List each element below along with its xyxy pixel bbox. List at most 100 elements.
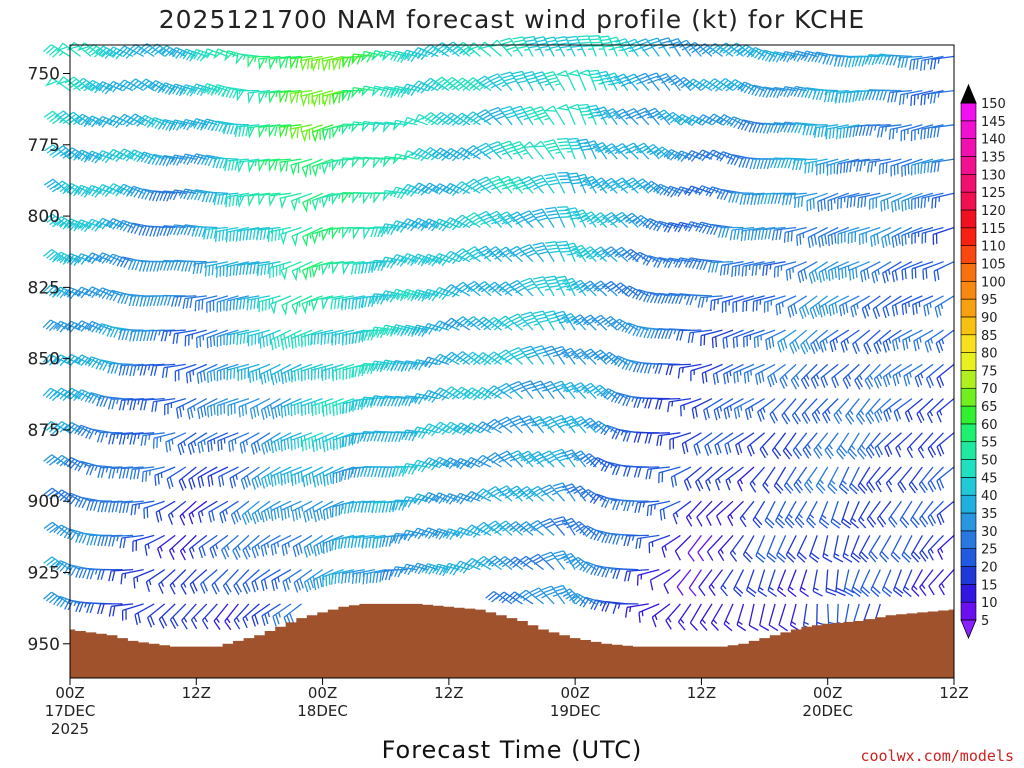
wind-barb [290, 192, 313, 212]
wind-barb [842, 535, 853, 563]
wind-barb [85, 428, 113, 440]
x-tick-label: 12Z [434, 684, 463, 702]
wind-barb [566, 69, 587, 91]
wind-barb [245, 226, 271, 241]
wind-barb [913, 329, 934, 352]
wind-barb [84, 286, 113, 299]
wind-barb [500, 71, 524, 91]
wind-barb [725, 466, 744, 491]
wind-barb [917, 432, 934, 459]
wind-barb [216, 261, 239, 278]
wind-barb [411, 289, 439, 302]
wind-barb [143, 500, 165, 519]
wind-barb [633, 466, 660, 478]
wind-barb [833, 535, 844, 563]
wind-barb [129, 432, 155, 445]
wind-barb [168, 534, 187, 560]
wind-barb [931, 192, 955, 209]
wind-barb [86, 499, 113, 511]
wind-barb [710, 603, 724, 631]
wind-barb [756, 398, 776, 422]
wind-barb [696, 500, 713, 527]
colorbar-tick-label: 85 [981, 329, 998, 344]
wind-barb [936, 432, 955, 457]
wind-barb [487, 210, 513, 228]
wind-barb [851, 569, 862, 598]
wind-barb [901, 535, 913, 563]
wind-barb [570, 520, 597, 536]
wind-barb [519, 210, 545, 228]
wind-barb [230, 500, 250, 525]
wind-barb [747, 46, 776, 61]
wind-barb [612, 533, 639, 545]
wind-barb [390, 566, 418, 578]
wind-barb [190, 603, 208, 630]
wind-barb [613, 108, 639, 126]
wind-barb [260, 569, 281, 592]
wind-barb [854, 89, 881, 102]
wind-barb [322, 466, 344, 487]
wind-barb [762, 466, 776, 494]
wind-barb [498, 175, 523, 194]
wind-barb [819, 329, 839, 353]
wind-barb [197, 398, 218, 420]
wind-barb [443, 351, 471, 365]
wind-barb [127, 222, 155, 235]
wind-barb [474, 454, 502, 468]
wind-barb [732, 329, 755, 349]
wind-barb [400, 496, 428, 508]
wind-barb [187, 432, 208, 455]
wind-barb [421, 182, 450, 195]
wind-barb [177, 432, 197, 456]
wind-barb [158, 569, 176, 594]
wind-barb [258, 295, 281, 313]
wind-barb [519, 176, 545, 194]
wind-barb [247, 329, 271, 347]
wind-barb [532, 310, 555, 331]
wind-barb [235, 53, 260, 65]
wind-barb [543, 310, 566, 331]
wind-barb [892, 569, 904, 598]
wind-barb [874, 398, 892, 423]
wind-barb [834, 89, 860, 104]
wind-barb [825, 124, 849, 140]
wind-barb [737, 44, 765, 58]
wind-barb [432, 563, 460, 577]
wind-barb [649, 569, 671, 591]
wind-barb [497, 211, 523, 228]
wind-barb [251, 569, 271, 593]
wind-barb [174, 363, 197, 382]
wind-barb [97, 500, 123, 513]
wind-barb [543, 36, 566, 57]
wind-barb [782, 432, 797, 460]
wind-barb [301, 158, 323, 179]
wind-barb [891, 295, 913, 317]
wind-barb [291, 295, 313, 316]
wind-barb [179, 534, 197, 561]
wind-barb [813, 432, 829, 459]
wind-barb [227, 397, 250, 416]
wind-barb [170, 295, 197, 307]
wind-barb [500, 105, 524, 126]
wind-barb [224, 158, 249, 172]
wind-barb [179, 188, 207, 201]
wind-barb [342, 329, 365, 346]
wind-barb [217, 432, 239, 452]
wind-barb [733, 569, 745, 597]
wind-barb [95, 81, 123, 95]
wind-barb [881, 226, 902, 249]
wind-barb [602, 177, 629, 194]
wind-barb [257, 192, 281, 207]
wind-barb [794, 500, 808, 529]
wind-barb [497, 485, 523, 502]
wind-barb [291, 500, 313, 522]
wind-barb [351, 568, 376, 585]
wind-barb [301, 261, 323, 281]
wind-barb [520, 277, 545, 297]
wind-barb [742, 295, 765, 313]
wind-barb [213, 48, 239, 60]
wind-barb [561, 517, 587, 536]
wind-barb [544, 275, 566, 297]
wind-barb [359, 430, 386, 443]
wind-barb [625, 603, 649, 618]
